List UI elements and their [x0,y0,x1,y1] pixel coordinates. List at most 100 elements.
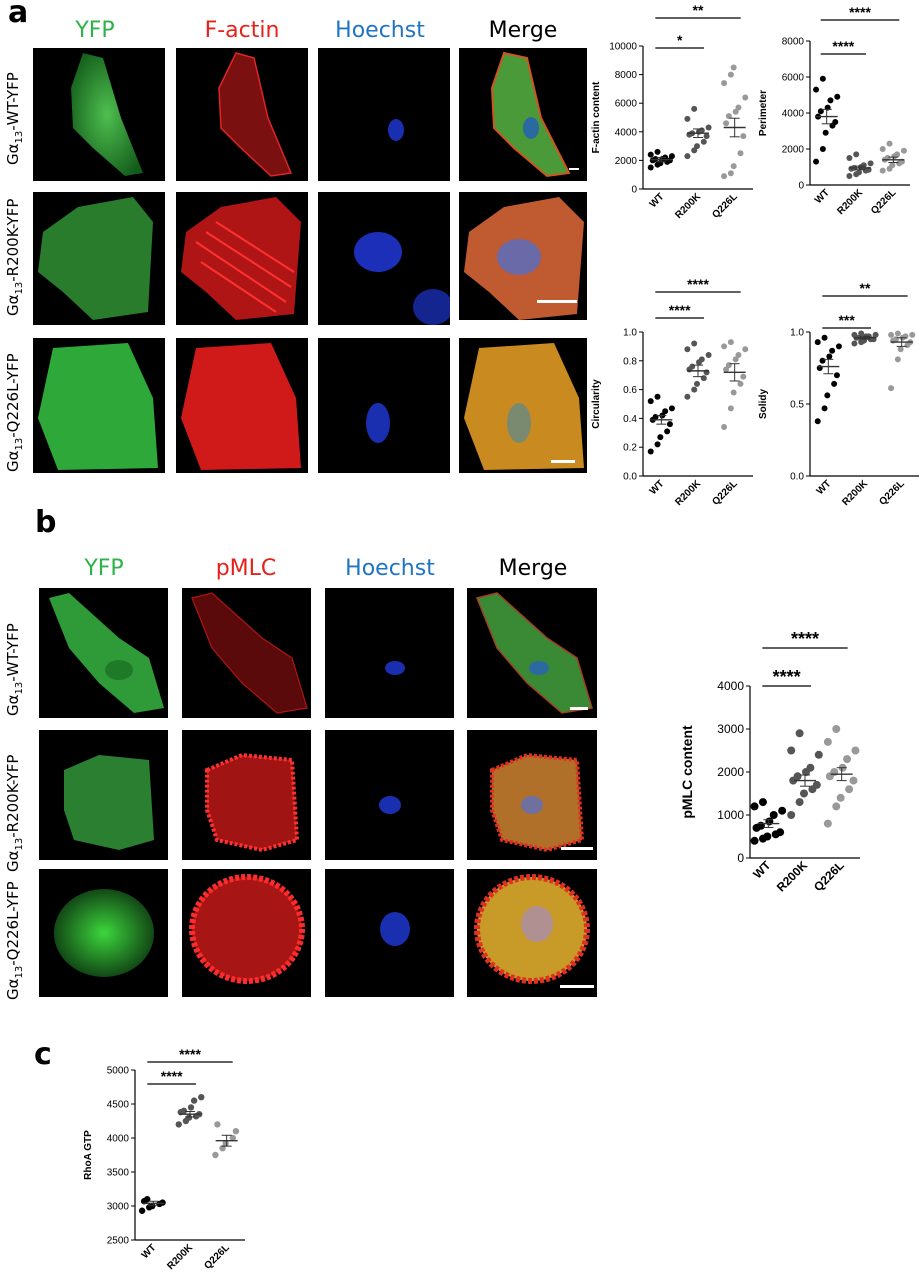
data-point [180,1107,188,1114]
col-head-b-hoechst: Hoechst [345,556,435,581]
data-point [698,356,705,363]
col-head-a-yfp: YFP [75,18,115,43]
y-tick-label: 8000 [782,37,805,48]
chart-pmlc: 0 1000 2000 3000 4000 pMLC content WT R200K Q226… [679,629,860,895]
y-tick-label: 6000 [782,73,805,84]
data-point [800,789,808,798]
data-point [666,421,673,428]
chart-rhoa: 2500 3000 3500 4000 4500 5000 RhoA GTP WT R200K Q… [83,1046,245,1272]
data-point [787,746,796,755]
data-point [229,1134,236,1142]
data-point [647,448,654,455]
col-head-a-hoechst: Hoechst [335,18,425,43]
data-point [212,1151,219,1159]
data-point [737,380,744,387]
significance-label: **** [687,276,709,292]
data-point [846,173,853,179]
y-tick-label: 4000 [615,127,638,138]
y-tick-label: 0.5 [790,400,804,411]
significance-label: **** [773,667,801,687]
chart-circularity: 0.0 0.2 0.4 0.6 0.8 1.0 Circularity WT R200K Q226… [591,276,753,508]
data-point [832,802,841,811]
x-category-label: Q226L [869,187,898,216]
data-point [730,163,737,170]
data-point [698,127,705,134]
micro-a-wt-yfp [33,48,165,181]
x-category-label: WT [140,1242,159,1261]
row-label-a-q226l: Gα13-Q226L-YFP [4,353,25,472]
micro-a-wt-factin [176,48,308,181]
micro-a-r200k-merge [459,192,587,320]
data-point [691,386,698,393]
y-tick-label: 0.2 [623,443,637,454]
data-point [821,334,828,341]
y-tick-label: 0.4 [623,414,637,425]
data-point [721,424,728,431]
data-point [694,380,700,387]
micro-b-wt-hoechst [325,588,454,718]
row-label-a-r200k: Gα13-R200K-YFP [4,198,25,316]
data-point [652,155,659,162]
y-tick-label: 0.0 [623,472,637,483]
data-point [872,331,879,338]
data-point [836,793,845,802]
x-category-label: WT [815,478,834,497]
data-point [813,86,820,93]
data-point [700,375,707,382]
chart-perimeter: 0 2000 4000 6000 8000 Perimeter WT R200K Q226L **… [758,4,910,217]
x-category-label: Q226L [202,1242,231,1271]
micro-a-q226l-yfp [33,338,165,473]
y-tick-label: 3500 [107,1168,130,1179]
data-point [721,343,728,350]
significance-label: **** [849,4,871,20]
data-point [843,755,852,764]
x-category-label: Q226L [710,191,739,220]
y-tick-label: 4500 [107,1100,130,1111]
data-point [827,97,834,104]
row-label-b-wt: Gα13-WT-YFP [4,623,25,716]
y-tick-label: 0 [737,851,744,865]
data-point [742,346,749,353]
data-point [727,170,734,177]
micro-b-q226l-yfp [39,869,168,997]
data-point [793,772,802,781]
data-point [826,353,833,360]
x-category-label: R200K [774,858,811,895]
row-label-a-wt: Gα13-WT-YFP [4,72,25,165]
data-point [824,392,831,399]
data-point [823,737,832,746]
chart-factin: 0 2000 4000 6000 8000 10000 F-actin content WT R… [591,2,753,221]
y-tick-label: 0 [631,185,637,196]
data-point [813,158,820,165]
data-point [185,1114,193,1121]
data-point [835,343,842,350]
panel-letter-b: b [35,505,57,540]
y-tick-label: 4000 [782,109,805,120]
micro-b-q226l-hoechst [325,869,454,997]
data-point [723,120,730,127]
data-point [735,104,742,111]
micro-b-q226l-merge [467,869,597,997]
y-tick-label: 3000 [107,1202,130,1213]
y-axis-label: F-actin content [591,81,602,153]
micro-a-q226l-factin [176,338,308,473]
data-point [149,1202,156,1210]
data-point [684,115,691,122]
data-point [814,418,821,425]
data-point [894,151,901,158]
data-point [703,133,710,140]
data-point [845,785,854,794]
col-head-b-merge: Merge [498,556,568,581]
significance-label: ** [693,2,704,18]
data-point [684,153,691,160]
data-point [138,1207,146,1214]
data-point [902,333,909,340]
micro-b-r200k-hoechst [325,730,454,860]
data-point [700,138,707,145]
data-point [740,373,747,380]
data-point [198,1094,205,1101]
data-point [833,372,840,379]
significance-label: ** [860,280,871,296]
row-label-b-r200k: Gα13-R200K-YFP [4,754,25,872]
data-point [851,331,858,338]
